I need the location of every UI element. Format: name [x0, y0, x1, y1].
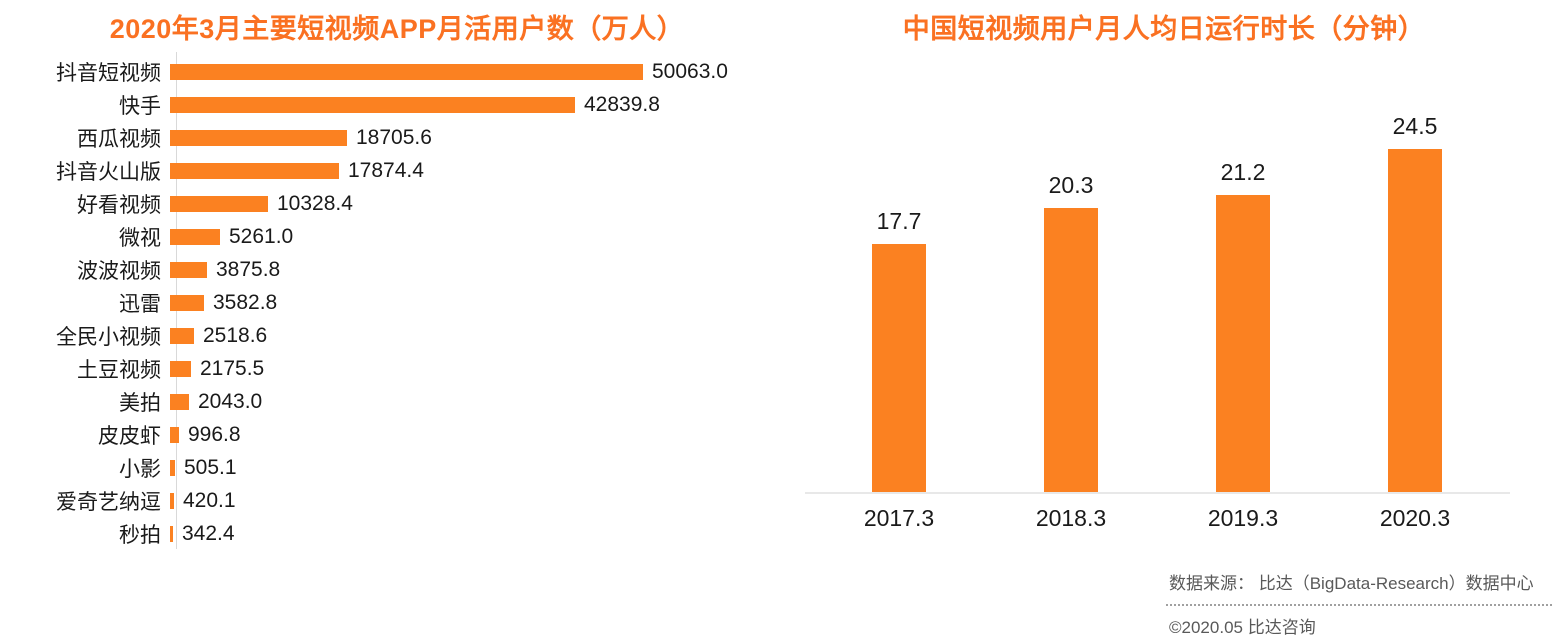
- bar: [170, 228, 220, 245]
- bar: [170, 162, 339, 179]
- chart-row: 快手 42839.8: [0, 88, 776, 121]
- x-axis-label: 2017.3: [863, 505, 935, 531]
- chart-row: 迅雷 3582.8: [0, 286, 776, 319]
- bar: [1044, 208, 1098, 492]
- category-label: 微视: [119, 226, 161, 250]
- bar: [170, 360, 191, 377]
- bar: [872, 244, 926, 492]
- category-label: 全民小视频: [56, 325, 161, 349]
- chart-row: 波波视频 3875.8: [0, 253, 776, 286]
- bar: [170, 327, 194, 344]
- chart-row: 美拍 2043.0: [0, 385, 776, 418]
- chart-row: 土豆视频 2175.5: [0, 352, 776, 385]
- bar: [170, 459, 175, 476]
- category-label: 美拍: [119, 391, 161, 415]
- value-label: 24.5: [1392, 113, 1438, 139]
- bar: [170, 129, 347, 146]
- value-label: 2175.5: [200, 356, 265, 380]
- footer: 数据来源： 比达（BigData-Research）数据中心 ©2020.05 …: [1166, 569, 1552, 638]
- category-label: 爱奇艺纳逗: [56, 490, 161, 514]
- value-label: 3582.8: [213, 290, 278, 314]
- chart-row: 小影 505.1: [0, 451, 776, 484]
- value-label: 3875.8: [216, 257, 281, 281]
- data-source-text: 数据来源： 比达（BigData-Research）数据中心: [1169, 574, 1534, 593]
- right-chart-baseline: [805, 492, 1510, 494]
- bar: [170, 426, 179, 443]
- bar: [1216, 195, 1270, 492]
- value-label: 2518.6: [203, 323, 268, 347]
- chart-daily-usage-minutes: 中国短视频用户月人均日运行时长（分钟） 17.7 20.3 21.2 24.5 201…: [776, 0, 1552, 560]
- value-label: 420.1: [183, 488, 236, 512]
- category-label: 快手: [119, 94, 161, 118]
- bar: [170, 63, 643, 80]
- bar: [170, 96, 575, 113]
- value-label: 996.8: [188, 422, 241, 446]
- value-label: 505.1: [184, 455, 237, 479]
- bar: [170, 525, 173, 542]
- bar: [170, 261, 207, 278]
- chart-row: 抖音短视频 50063.0: [0, 55, 776, 88]
- chart-row: 微视 5261.0: [0, 220, 776, 253]
- left-chart-title: 2020年3月主要短视频APP月活用户数（万人）: [109, 14, 685, 44]
- category-label: 抖音短视频: [56, 61, 161, 85]
- value-label: 20.3: [1048, 172, 1094, 198]
- category-label: 波波视频: [77, 259, 161, 283]
- chart-row: 皮皮虾 996.8: [0, 418, 776, 451]
- value-label: 42839.8: [584, 92, 660, 116]
- x-axis-label: 2019.3: [1207, 505, 1279, 531]
- category-label: 皮皮虾: [98, 424, 161, 448]
- category-label: 迅雷: [119, 292, 161, 316]
- right-chart-x-labels: 2017.3 2018.3 2019.3 2020.3: [813, 505, 1501, 532]
- x-axis-label: 2018.3: [1035, 505, 1107, 531]
- value-label: 17874.4: [348, 158, 424, 182]
- value-label: 2043.0: [198, 389, 263, 413]
- chart-row: 秒拍 342.4: [0, 517, 776, 550]
- right-chart-title: 中国短视频用户月人均日运行时长（分钟）: [902, 14, 1426, 44]
- right-chart-plot: 17.7 20.3 21.2 24.5: [813, 0, 1501, 492]
- value-label: 18705.6: [356, 125, 432, 149]
- chart-column: 24.5: [1329, 113, 1501, 492]
- value-label: 342.4: [182, 521, 235, 545]
- category-label: 秒拍: [119, 523, 161, 547]
- bar: [170, 492, 174, 509]
- copyright-text: ©2020.05 比达咨询: [1169, 618, 1316, 637]
- bar: [1388, 149, 1442, 492]
- value-label: 10328.4: [277, 191, 353, 215]
- chart-column: 20.3: [985, 172, 1157, 492]
- value-label: 50063.0: [652, 59, 728, 83]
- bar: [170, 294, 204, 311]
- value-label: 5261.0: [229, 224, 294, 248]
- category-label: 好看视频: [77, 193, 161, 217]
- chart-column: 21.2: [1157, 159, 1329, 492]
- category-label: 土豆视频: [77, 358, 161, 382]
- left-chart-rows: 抖音短视频 50063.0 快手 42839.8 西瓜视频 18705.6 抖音火山版 178…: [0, 55, 776, 550]
- value-label: 17.7: [876, 208, 922, 234]
- chart-row: 全民小视频 2518.6: [0, 319, 776, 352]
- chart-row: 西瓜视频 18705.6: [0, 121, 776, 154]
- category-label: 抖音火山版: [56, 160, 161, 184]
- chart-column: 17.7: [813, 208, 985, 492]
- bar: [170, 393, 189, 410]
- chart-row: 好看视频 10328.4: [0, 187, 776, 220]
- category-label: 西瓜视频: [77, 127, 161, 151]
- value-label: 21.2: [1220, 159, 1266, 185]
- category-label: 小影: [119, 457, 161, 481]
- x-axis-label: 2020.3: [1379, 505, 1451, 531]
- chart-row: 抖音火山版 17874.4: [0, 154, 776, 187]
- chart-monthly-active-users: 2020年3月主要短视频APP月活用户数（万人） 抖音短视频 50063.0 快手 4…: [0, 0, 776, 560]
- chart-row: 爱奇艺纳逗 420.1: [0, 484, 776, 517]
- footer-divider: [1166, 604, 1552, 606]
- bar: [170, 195, 268, 212]
